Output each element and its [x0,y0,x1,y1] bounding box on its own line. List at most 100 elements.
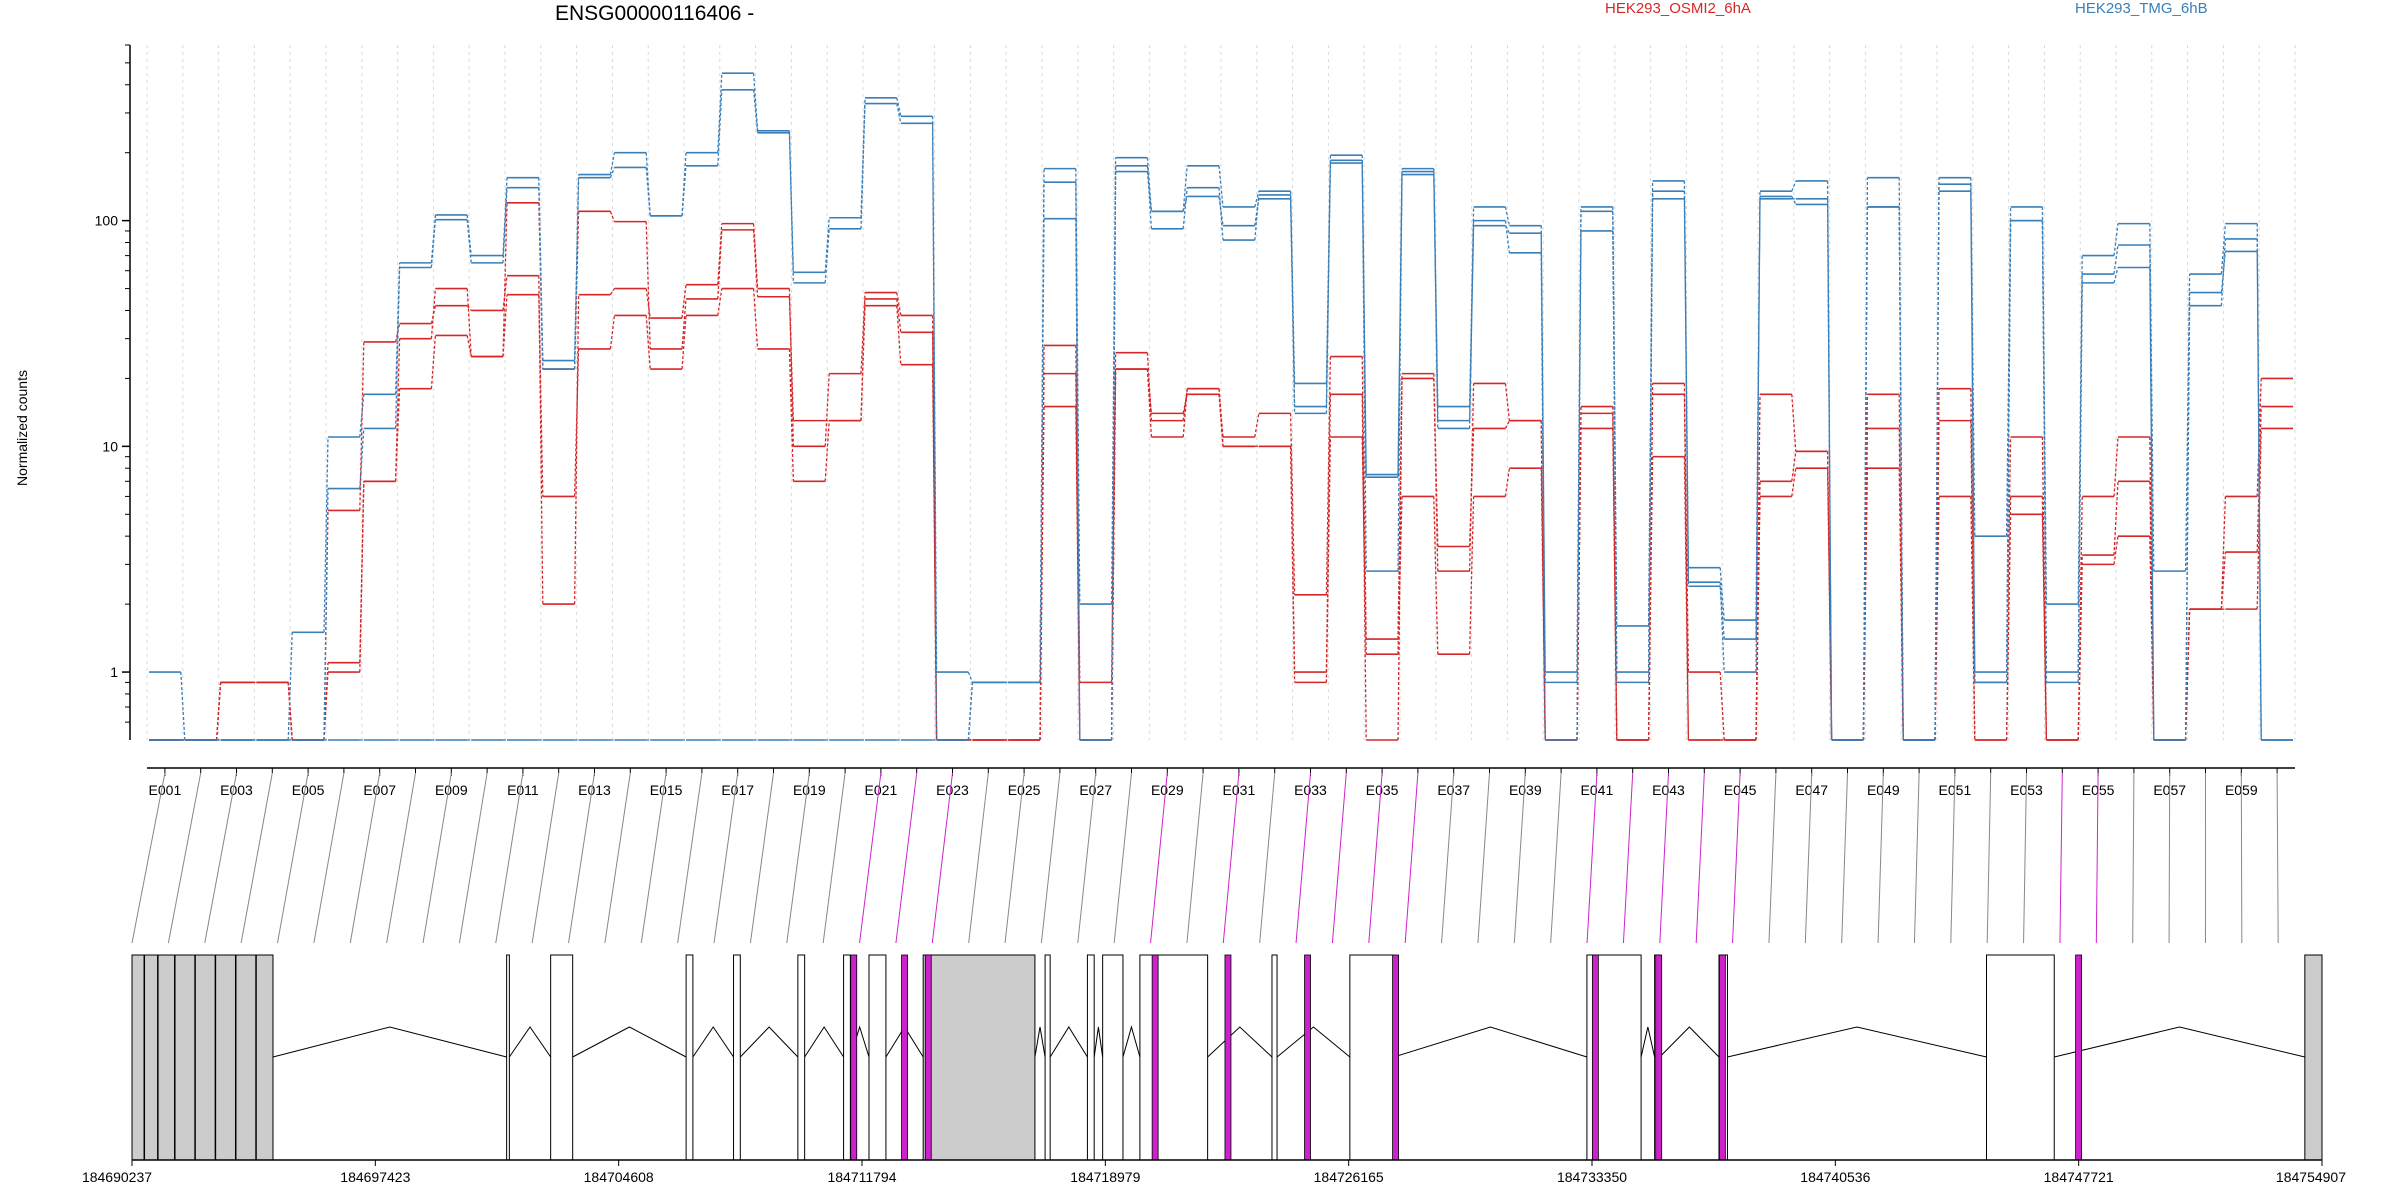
intron-line [1122,1025,1141,1058]
connector [860,103,866,229]
connector [681,315,687,370]
exon-box [131,954,274,1161]
connector [1791,180,1797,192]
connector [1755,481,1761,741]
connector [394,338,401,482]
exon-mapping-line [968,772,989,944]
exon-mapping-line [1550,772,1562,944]
connector [573,177,580,370]
x-tick-label: E047 [1795,782,1828,798]
connector [824,217,830,273]
connector [1504,206,1511,226]
exon-mapping-line [568,772,595,944]
connector [609,152,616,175]
exon-mapping-line [240,772,273,944]
exon-mapping-line [1004,772,1025,944]
connector [2005,496,2012,741]
genomic-tick-label: 184711794 [827,1169,896,1185]
connector [1397,378,1403,741]
connector [1433,171,1439,421]
exon-mapping-line [2276,772,2279,944]
connector [1791,394,1797,452]
connector [430,288,437,339]
highlighted-exon [1591,954,1599,1161]
exon-mapping-line [640,772,667,944]
connector [1719,567,1725,621]
connector [1683,191,1690,587]
connector [645,167,651,216]
intron-line [508,1026,552,1058]
exon-mapping-line [2168,772,2171,944]
connector [2077,255,2083,605]
connector [1970,388,1976,683]
connector [1039,373,1045,741]
connector [2220,251,2227,293]
genomic-tick-label: 184726165 [1314,1169,1384,1185]
connector [502,275,508,311]
intron-line [692,1026,734,1058]
genomic-tick-label: 184740536 [1800,1169,1870,1185]
exon-mapping-line [1113,772,1132,944]
x-tick-label: E037 [1437,782,1470,798]
connector [752,89,759,133]
x-tick-label: E027 [1079,782,1112,798]
connector [1612,413,1618,741]
exon-mapping-line [1913,772,1920,944]
connector [2256,251,2262,741]
connector [502,202,508,357]
connector [681,284,687,319]
exon-box [797,954,806,1161]
connector [717,89,723,166]
x-tick-label: E045 [1724,782,1757,798]
connector [896,292,902,316]
connector [1504,225,1510,234]
connector [1468,225,1475,421]
connector [1862,206,1869,741]
exon-box [1986,954,2055,1161]
connector [394,262,401,395]
intron-line [2054,1026,2305,1058]
x-tick-label: E011 [507,782,539,798]
exon-mapping-line [167,772,202,944]
connector [752,288,759,350]
connector [1146,171,1153,212]
connector [824,228,830,283]
connector [788,288,795,447]
exon-mapping-line [677,772,703,944]
exon-box [685,954,694,1161]
exon-mapping-line [1695,772,1705,944]
connector [2077,555,2083,741]
exon-mapping-line [1368,772,1383,944]
intron-line [739,1026,799,1058]
connector [1218,394,1224,447]
intron-line [1727,1026,1987,1058]
connector [1540,420,1546,741]
intron-line [272,1026,507,1058]
x-tick-label: E001 [149,782,182,798]
connector [609,167,616,178]
connector [1683,383,1690,673]
genomic-tick-label: 184704608 [584,1169,654,1185]
connector [502,187,508,263]
highlighted-exon [1304,954,1311,1161]
exon-mapping-line [1622,772,1634,944]
connector [609,315,616,350]
genomic-tick-label: 184754907 [2276,1169,2346,1185]
connector [1970,420,1976,741]
legend-entry-tmg: HEK293_TMG_6hB [2075,0,2208,17]
connector [1504,383,1511,421]
connector [967,671,974,683]
connector [1755,196,1761,673]
x-tick-label: E015 [650,782,683,798]
connector [1182,196,1188,212]
y-tick-label: 100 [95,213,119,229]
x-tick-label: E019 [793,782,826,798]
connector [1218,388,1224,438]
connector [2220,223,2227,275]
connector [538,294,544,497]
x-tick-label: E043 [1652,782,1685,798]
x-tick-label: E013 [578,782,611,798]
connector [430,305,437,324]
exon-mapping-line [859,772,882,944]
